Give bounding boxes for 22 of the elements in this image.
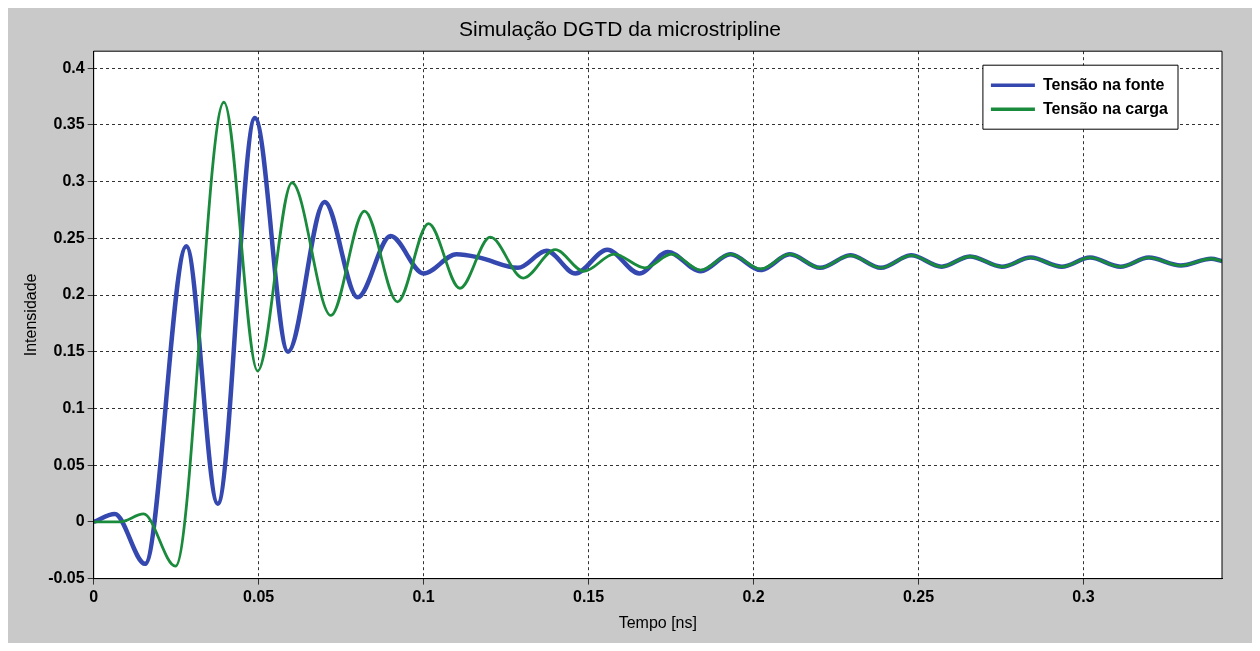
y-axis-title: Intensidade bbox=[22, 273, 40, 357]
y-tick-label: 0.2 bbox=[62, 285, 85, 303]
x-tick-label: 0.1 bbox=[412, 587, 435, 605]
x-tick-label: 0.2 bbox=[742, 587, 765, 605]
y-tick-label: 0.35 bbox=[53, 115, 85, 133]
legend-label: Tensão na carga bbox=[1042, 99, 1169, 117]
x-tick-label: 0.15 bbox=[572, 587, 605, 605]
chart-title: Simulação DGTD da microstripline bbox=[458, 17, 782, 41]
x-tick-label: 0.3 bbox=[1072, 587, 1095, 605]
y-tick-label: 0.1 bbox=[62, 398, 85, 416]
y-tick-label: 0.15 bbox=[53, 342, 85, 360]
x-tick-label: 0 bbox=[89, 587, 99, 605]
y-tick-label: 0.25 bbox=[53, 228, 85, 246]
legend-label: Tensão na fonte bbox=[1042, 75, 1165, 93]
y-tick-label: 0 bbox=[75, 512, 85, 530]
x-axis-title: Tempo [ns] bbox=[618, 613, 697, 631]
x-tick-label: 0.05 bbox=[243, 587, 275, 605]
y-tick-label: 0.4 bbox=[62, 58, 85, 76]
y-tick-label: -0.05 bbox=[48, 569, 85, 587]
y-tick-label: 0.3 bbox=[62, 172, 85, 190]
y-tick-label: 0.05 bbox=[53, 455, 85, 473]
x-tick-label: 0.25 bbox=[902, 587, 935, 605]
